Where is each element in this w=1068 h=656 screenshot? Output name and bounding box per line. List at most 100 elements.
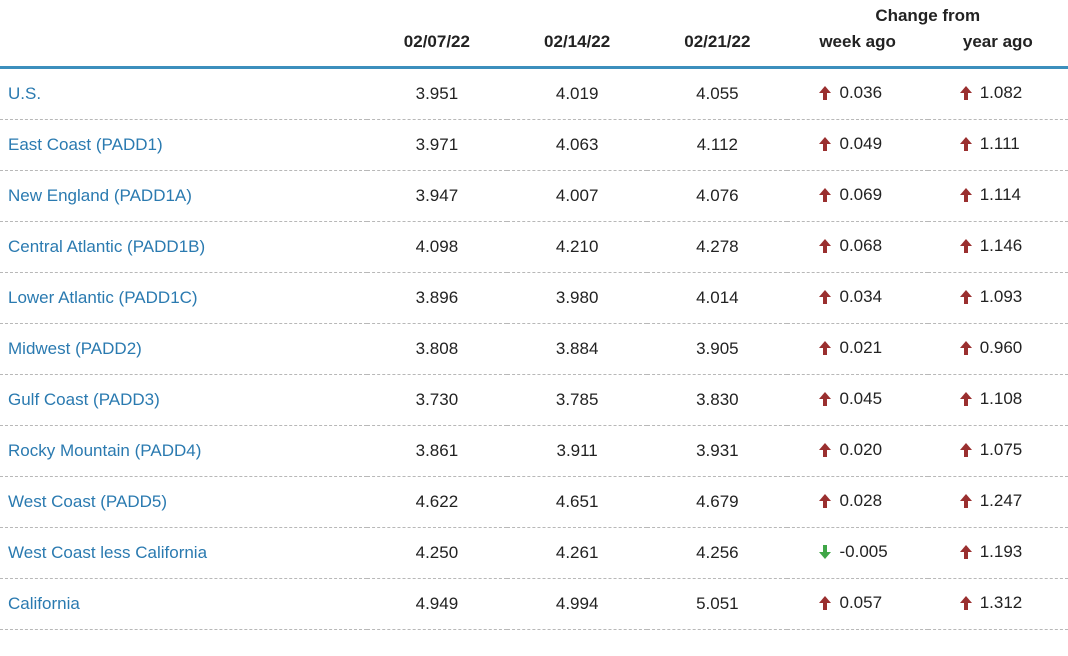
table-row: Gulf Coast (PADD3) 3.7303.7853.8300.045 1.… — [0, 375, 1068, 426]
year-change-cell: 1.312 — [928, 579, 1068, 630]
table-body: U.S. 3.9514.0194.0550.0361.082 East Coast … — [0, 68, 1068, 630]
value-cell: 4.622 — [367, 477, 507, 528]
col-date-1: 02/07/22 — [367, 30, 507, 68]
change-value: 1.193 — [980, 542, 1023, 562]
arrow-up-icon — [819, 341, 831, 355]
arrow-up-icon — [819, 392, 831, 406]
region-link[interactable]: Rocky Mountain (PADD4) — [8, 441, 201, 461]
region-link[interactable]: New England (PADD1A) — [8, 186, 192, 206]
region-link[interactable]: Midwest (PADD2) — [8, 339, 142, 359]
value-cell: 4.210 — [507, 222, 647, 273]
value-cell: 5.051 — [647, 579, 787, 630]
region-link[interactable]: Lower Atlantic (PADD1C) — [8, 288, 198, 308]
value-cell: 3.730 — [367, 375, 507, 426]
change-value: 0.960 — [980, 338, 1023, 358]
year-change-cell: 1.114 — [928, 171, 1068, 222]
arrow-up-icon — [960, 392, 972, 406]
value-cell: 4.055 — [647, 68, 787, 120]
week-change-cell: 0.045 — [787, 375, 927, 426]
table-header: Change from 02/07/22 02/14/22 02/21/22 w… — [0, 0, 1068, 68]
table-row: New England (PADD1A) 3.9474.0074.076 0.069… — [0, 171, 1068, 222]
arrow-up-icon — [819, 86, 831, 100]
value-cell: 4.076 — [647, 171, 787, 222]
value-cell: 4.261 — [507, 528, 647, 579]
col-year-ago: year ago — [928, 30, 1068, 68]
value-cell: 3.884 — [507, 324, 647, 375]
change-value: 0.020 — [839, 440, 882, 460]
col-week-ago: week ago — [787, 30, 927, 68]
value-cell: 4.250 — [367, 528, 507, 579]
value-cell: 3.951 — [367, 68, 507, 120]
value-cell: 4.651 — [507, 477, 647, 528]
week-change-cell: 0.020 — [787, 426, 927, 477]
change-value: 0.057 — [839, 593, 882, 613]
week-change-cell: 0.069 — [787, 171, 927, 222]
region-link[interactable]: East Coast (PADD1) — [8, 135, 163, 155]
arrow-up-icon — [960, 86, 972, 100]
arrow-up-icon — [819, 290, 831, 304]
change-value: 1.146 — [980, 236, 1023, 256]
value-cell: 4.679 — [647, 477, 787, 528]
region-link[interactable]: Gulf Coast (PADD3) — [8, 390, 160, 410]
arrow-up-icon — [960, 239, 972, 253]
value-cell: 4.063 — [507, 120, 647, 171]
value-cell: 4.098 — [367, 222, 507, 273]
value-cell: 4.278 — [647, 222, 787, 273]
arrow-up-icon — [819, 443, 831, 457]
table-row: California 4.9494.9945.051 0.057 1.312 — [0, 579, 1068, 630]
value-cell: 3.905 — [647, 324, 787, 375]
value-cell: 3.980 — [507, 273, 647, 324]
arrow-up-icon — [819, 596, 831, 610]
price-table: Change from 02/07/22 02/14/22 02/21/22 w… — [0, 0, 1068, 630]
change-value: 0.069 — [839, 185, 882, 205]
week-change-cell: 0.057 — [787, 579, 927, 630]
table-row: U.S. 3.9514.0194.0550.0361.082 — [0, 68, 1068, 120]
table-row: Lower Atlantic (PADD1C)3.8963.9804.0140.… — [0, 273, 1068, 324]
value-cell: 3.947 — [367, 171, 507, 222]
year-change-cell: 1.146 — [928, 222, 1068, 273]
value-cell: 4.014 — [647, 273, 787, 324]
value-cell: 3.971 — [367, 120, 507, 171]
change-value: 0.021 — [839, 338, 882, 358]
change-value: 0.034 — [839, 287, 882, 307]
value-cell: 3.830 — [647, 375, 787, 426]
arrow-up-icon — [819, 494, 831, 508]
region-link[interactable]: California — [8, 594, 80, 614]
change-value: 1.247 — [980, 491, 1023, 511]
value-cell: 3.861 — [367, 426, 507, 477]
week-change-cell: 0.036 — [787, 68, 927, 120]
region-link[interactable]: West Coast less California — [8, 543, 207, 563]
region-link[interactable]: Central Atlantic (PADD1B) — [8, 237, 205, 257]
arrow-up-icon — [819, 239, 831, 253]
change-value: 1.111 — [980, 134, 1020, 154]
change-value: 1.108 — [980, 389, 1023, 409]
week-change-cell: -0.005 — [787, 528, 927, 579]
table-row: West Coast less California4.2504.2614.25… — [0, 528, 1068, 579]
value-cell: 4.019 — [507, 68, 647, 120]
change-value: 0.028 — [839, 491, 882, 511]
region-link[interactable]: West Coast (PADD5) — [8, 492, 167, 512]
year-change-cell: 1.108 — [928, 375, 1068, 426]
arrow-up-icon — [960, 341, 972, 355]
table-row: East Coast (PADD1)3.9714.0634.1120.0491.… — [0, 120, 1068, 171]
value-cell: 3.785 — [507, 375, 647, 426]
change-value: 1.093 — [980, 287, 1023, 307]
value-cell: 4.112 — [647, 120, 787, 171]
value-cell: 4.007 — [507, 171, 647, 222]
arrow-up-icon — [960, 443, 972, 457]
year-change-cell: 1.075 — [928, 426, 1068, 477]
arrow-up-icon — [960, 596, 972, 610]
table-row: Central Atlantic (PADD1B) 4.0984.2104.278… — [0, 222, 1068, 273]
table-row: Midwest (PADD2) 3.8083.8843.905 0.021 0.960 — [0, 324, 1068, 375]
value-cell: 4.994 — [507, 579, 647, 630]
week-change-cell: 0.028 — [787, 477, 927, 528]
year-change-cell: 1.247 — [928, 477, 1068, 528]
arrow-down-icon — [819, 545, 831, 559]
year-change-cell: 1.082 — [928, 68, 1068, 120]
arrow-up-icon — [960, 188, 972, 202]
region-link[interactable]: U.S. — [8, 84, 41, 104]
value-cell: 3.931 — [647, 426, 787, 477]
value-cell: 3.911 — [507, 426, 647, 477]
value-cell: 3.808 — [367, 324, 507, 375]
value-cell: 4.949 — [367, 579, 507, 630]
